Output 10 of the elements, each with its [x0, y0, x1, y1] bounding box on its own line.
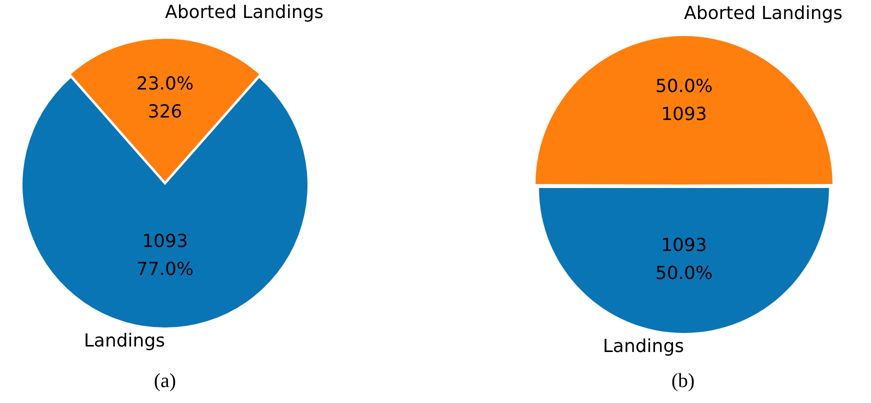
slice-label: Landings [84, 330, 165, 352]
data-label: 1093 50.0% [655, 235, 713, 284]
text: (a) [152, 370, 178, 393]
slice-label: Landings [602, 336, 684, 358]
slice-label: Aborted Landings [165, 2, 324, 23]
data-label: 1093 77.0% [136, 230, 194, 280]
data-label: 50.0% 1093 [655, 76, 713, 126]
data-label: 23.0% 326 [136, 73, 194, 122]
text: (b) [670, 370, 696, 393]
slice-label: Aborted Landings [684, 3, 843, 24]
